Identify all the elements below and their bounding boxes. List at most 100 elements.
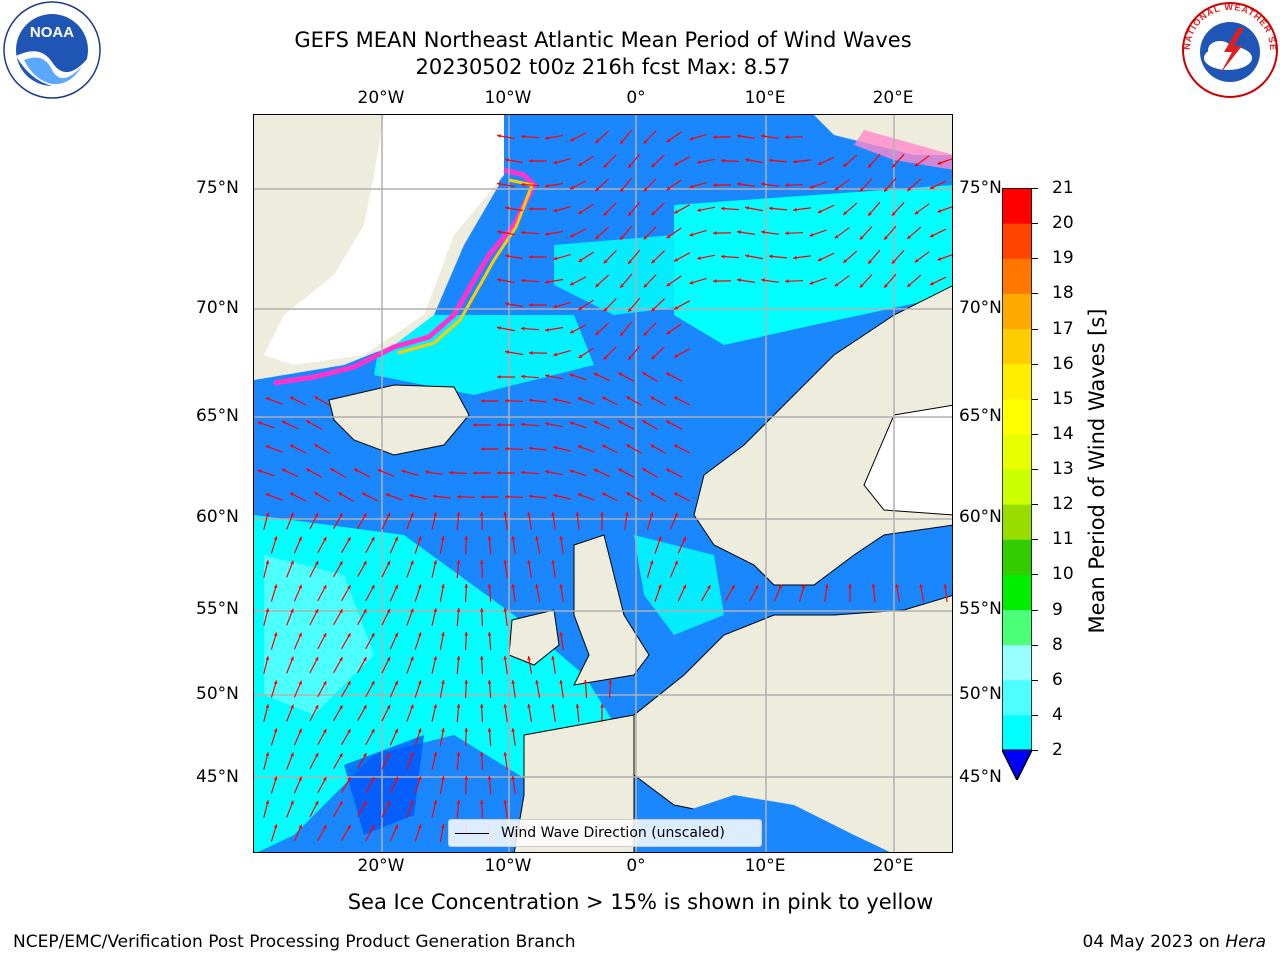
wind-wave-arrowhead — [689, 136, 694, 141]
wind-wave-arrowhead — [713, 279, 717, 283]
lat-label-left: 75°N — [196, 178, 239, 198]
wind-wave-arrowhead — [907, 187, 912, 191]
wind-wave-arrowhead — [651, 211, 656, 216]
wind-wave-arrowhead — [843, 211, 848, 215]
wind-wave-arrowhead — [314, 705, 319, 709]
wind-wave-arrowhead — [527, 656, 531, 660]
lon-label-bottom: 20°W — [357, 856, 405, 876]
wind-wave-arrowhead — [603, 163, 608, 168]
wind-wave-arrowhead — [551, 704, 555, 708]
wind-wave-arrowhead — [505, 398, 509, 403]
colorbar-bin — [1002, 679, 1032, 716]
wind-wave-arrowhead — [347, 729, 351, 734]
wind-wave-arrowhead — [511, 680, 516, 684]
wind-wave-arrowhead — [322, 633, 327, 638]
wind-wave-arrowhead — [339, 753, 343, 758]
wind-wave-arrowhead — [298, 632, 302, 637]
wind-wave-arrowhead — [871, 584, 876, 588]
chart-subtitle: 20230502 t00z 216h fcst Max: 8.57 — [415, 55, 791, 79]
lon-label-top: 0° — [626, 88, 646, 108]
colorbar-tick-label: 2 — [1052, 740, 1063, 760]
colorbar-tick-label: 14 — [1052, 423, 1074, 444]
wind-wave-arrowhead — [281, 468, 286, 473]
colorbar-label: Mean Period of Wind Waves [s] — [1085, 308, 1109, 634]
wind-wave-arrowhead — [843, 163, 848, 167]
wind-wave-arrowhead — [553, 208, 558, 213]
wind-wave-arrowhead — [624, 512, 629, 516]
wind-wave-arrowhead — [657, 584, 662, 589]
wind-wave-arrowhead — [487, 536, 492, 540]
wind-wave-arrowhead — [713, 183, 717, 187]
wind-wave-arrowhead — [363, 561, 367, 566]
wind-wave-arrowhead — [529, 207, 533, 211]
colorbar-tick-mark — [1032, 398, 1038, 400]
wind-wave-arrowhead — [529, 446, 533, 451]
wind-wave-arrowhead — [859, 235, 864, 240]
wind-wave-arrowhead — [713, 135, 717, 139]
colorbar-bin — [1002, 223, 1032, 259]
colorbar-bin — [1002, 433, 1032, 470]
wind-wave-arrowhead — [778, 584, 782, 589]
wind-wave-arrowhead — [643, 139, 648, 144]
wind-wave-arrowhead — [553, 160, 558, 165]
wind-wave-arrowhead — [907, 283, 912, 287]
wind-wave-arrowhead — [754, 585, 759, 589]
lat-label-right: 70°N — [959, 298, 1002, 318]
map-area[interactable]: Wind Wave Direction (unscaled) — [253, 114, 953, 853]
wind-wave-arrowhead — [511, 584, 516, 588]
wind-wave-arrowhead — [626, 492, 631, 496]
wind-wave-arrowhead — [914, 210, 919, 215]
map-canvas — [254, 115, 952, 852]
wind-wave-arrowhead — [601, 396, 606, 401]
wind-wave-arrowhead — [843, 259, 848, 263]
wind-wave-arrowhead — [674, 210, 679, 214]
wind-wave-arrowhead — [473, 471, 477, 475]
wind-wave-arrowhead — [371, 825, 375, 830]
wind-wave-arrowhead — [785, 183, 789, 188]
wind-wave-arrowhead — [642, 420, 647, 424]
wind-wave-arrowhead — [265, 445, 270, 449]
wind-wave-arrowhead — [339, 561, 343, 566]
wind-wave-arrowhead — [817, 209, 822, 213]
wind-wave-arrowhead — [575, 512, 580, 516]
wind-wave-arrowhead — [363, 705, 367, 710]
wind-wave-arrowhead — [487, 680, 492, 684]
wind-wave-arrowhead — [643, 235, 648, 240]
wind-wave-arrowhead — [314, 609, 319, 613]
wind-wave-arrowhead — [521, 134, 525, 139]
colorbar-tick-mark — [1032, 504, 1038, 506]
wind-wave-arrowhead — [603, 355, 608, 360]
wind-wave-arrowhead — [527, 512, 531, 516]
wind-wave-arrowhead — [545, 232, 549, 236]
wind-wave-arrowhead — [600, 704, 604, 708]
wind-wave-arrowhead — [298, 776, 302, 781]
wind-wave-arrowhead — [290, 608, 294, 613]
wind-wave-arrowhead — [595, 331, 600, 336]
wind-wave-arrowhead — [651, 355, 656, 360]
wind-wave-arrowhead — [650, 396, 655, 400]
wind-wave-arrowhead — [481, 399, 485, 403]
wind-wave-arrowhead — [674, 512, 678, 517]
wind-wave-arrowhead — [628, 308, 632, 312]
noaa-logo: NOAA — [3, 1, 101, 99]
colorbar-tick-mark — [1032, 644, 1038, 646]
legend-label: Wind Wave Direction (unscaled) — [501, 825, 725, 841]
colorbar-tick-label: 17 — [1052, 318, 1074, 339]
lon-label-bottom: 10°E — [744, 856, 786, 876]
wind-wave-arrowhead — [809, 233, 814, 237]
lat-label-right: 45°N — [959, 767, 1002, 787]
wind-wave-arrowhead — [884, 187, 888, 192]
wind-wave-arrowhead — [620, 188, 624, 192]
wind-wave-arrowhead — [595, 139, 600, 144]
wind-wave-arrowhead — [394, 680, 398, 685]
wind-wave-arrowhead — [273, 584, 278, 589]
wind-wave-arrowhead — [290, 800, 294, 805]
wind-wave-arrowhead — [371, 633, 375, 638]
wind-wave-arrowhead — [595, 187, 600, 192]
wind-wave-arrowhead — [298, 824, 302, 829]
wind-wave-arrowhead — [298, 728, 302, 733]
wind-wave-arrowhead — [487, 584, 492, 588]
colorbar-outline — [1002, 188, 1032, 780]
wind-wave-arrowhead — [737, 278, 741, 282]
wind-wave-arrowhead — [943, 584, 948, 588]
